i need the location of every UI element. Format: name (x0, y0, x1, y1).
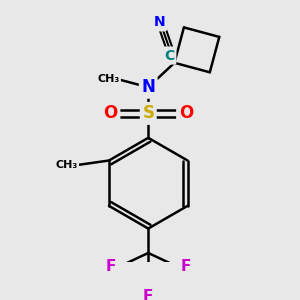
Text: N: N (141, 78, 155, 96)
Text: O: O (178, 104, 193, 122)
Text: F: F (181, 259, 191, 274)
Text: C: C (164, 49, 174, 62)
Text: S: S (142, 104, 154, 122)
Text: CH₃: CH₃ (55, 160, 77, 170)
Text: N: N (153, 15, 165, 29)
Text: F: F (143, 289, 153, 300)
Text: F: F (106, 259, 116, 274)
Text: O: O (103, 104, 118, 122)
Text: CH₃: CH₃ (97, 74, 119, 83)
